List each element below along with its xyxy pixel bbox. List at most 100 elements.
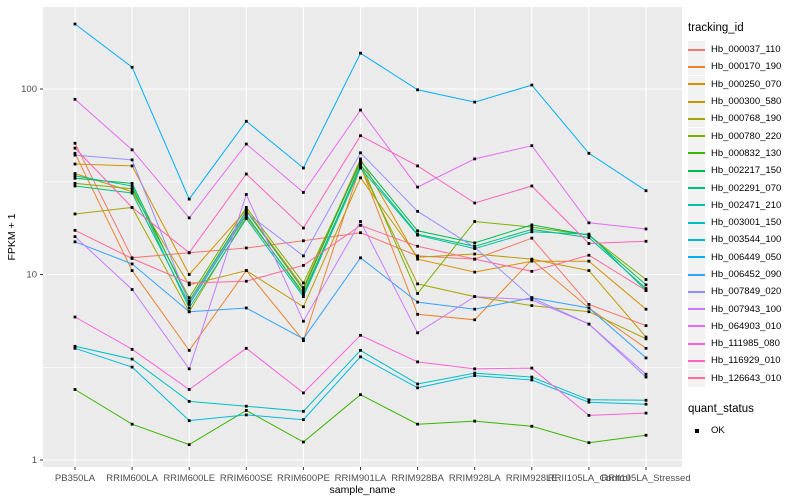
data-point: [302, 226, 305, 230]
legend-item-label: Hb_007849_020: [711, 286, 782, 298]
data-point: [587, 306, 591, 310]
data-point: [644, 335, 648, 339]
legend-key: [688, 231, 705, 249]
data-point: [473, 307, 477, 311]
data-point: [187, 273, 191, 276]
legend-key-line-icon: [688, 204, 705, 207]
y-tick-label: 1: [32, 455, 37, 466]
legend-item-label: Hb_000768_190: [711, 113, 782, 125]
data-point: [644, 289, 648, 292]
legend-item: Hb_002291_070: [688, 179, 781, 197]
data-point: [302, 288, 305, 291]
data-point: [359, 348, 362, 352]
data-point: [130, 187, 134, 191]
data-point: [416, 282, 419, 286]
data-point: [244, 346, 248, 350]
data-point: [73, 176, 77, 180]
legend-key: [688, 317, 705, 335]
x-tick-label: PB350LA: [55, 473, 96, 484]
data-point: [130, 357, 134, 361]
data-point: [530, 236, 534, 240]
legend-key: [688, 179, 705, 197]
data-point: [473, 374, 477, 378]
data-point: [473, 252, 477, 256]
data-point: [473, 371, 477, 375]
data-point: [302, 293, 305, 296]
data-point: [187, 310, 191, 314]
data-point: [644, 346, 648, 350]
legend-key: [688, 41, 705, 59]
legend-key-line-icon: [688, 238, 705, 241]
data-point: [359, 220, 362, 223]
legend-item-label: Hb_003001_150: [711, 217, 782, 229]
data-point: [530, 366, 534, 370]
data-point: [130, 269, 134, 272]
legend-item-label: Hb_006449_050: [711, 251, 782, 263]
legend-item-label: Hb_002471_210: [711, 199, 782, 211]
data-point: [530, 83, 534, 87]
legend-key: [688, 144, 705, 162]
data-point: [473, 220, 477, 223]
data-point: [130, 164, 134, 168]
data-point: [130, 205, 134, 209]
data-point: [587, 232, 591, 236]
legend-item: Hb_000300_580: [688, 93, 782, 111]
data-point: [130, 262, 134, 266]
data-point: [187, 388, 191, 391]
legend-key: [688, 58, 705, 76]
data-point: [416, 229, 419, 233]
data-point: [416, 382, 419, 386]
data-point: [244, 306, 248, 310]
data-point: [644, 402, 648, 406]
data-point: [530, 223, 534, 227]
data-point: [187, 443, 191, 447]
data-point: [473, 295, 477, 299]
data-point: [644, 324, 648, 328]
data-point: [359, 151, 362, 155]
y-axis-title: FPKM + 1: [6, 213, 18, 260]
data-point: [244, 142, 248, 146]
data-point: [587, 400, 591, 404]
data-point: [416, 244, 419, 248]
data-point: [244, 279, 248, 283]
data-point: [644, 398, 648, 402]
data-point: [244, 409, 248, 412]
legend-item-label: Hb_006452_090: [711, 269, 782, 280]
legend-key-line-icon: [688, 152, 705, 155]
data-point: [244, 119, 248, 123]
y-tick-label: 100: [21, 84, 37, 95]
data-point: [73, 228, 77, 232]
legend-item: Hb_000832_130: [688, 144, 781, 162]
quant-status-legend: quant_status OK: [688, 403, 781, 440]
data-point: [302, 418, 305, 422]
data-point: [473, 257, 477, 261]
data-point: [187, 348, 191, 352]
legend-item: Hb_064903_010: [688, 317, 781, 335]
data-point: [530, 424, 534, 428]
x-tick-label: RRIM928LA: [449, 473, 501, 484]
plot-panel: [43, 7, 682, 467]
data-point: [302, 191, 305, 194]
data-point: [302, 263, 305, 267]
data-point: [530, 259, 534, 263]
data-point: [73, 344, 77, 348]
data-point: [587, 151, 591, 155]
legend-item-label: Hb_000780_220: [711, 130, 782, 142]
legend-key-line-icon: [688, 65, 705, 68]
legend-item: Hb_002217_150: [688, 162, 781, 180]
data-point: [187, 306, 191, 310]
data-point: [359, 134, 362, 138]
data-point: [359, 51, 362, 55]
x-tick-label: RRIM600LE: [163, 473, 215, 484]
data-point: [473, 270, 477, 274]
data-point: [416, 360, 419, 364]
data-point: [644, 239, 648, 243]
legend-key-line-icon: [688, 187, 705, 190]
data-point: [416, 257, 419, 261]
data-point: [187, 197, 191, 201]
legend-key-line-icon: [688, 83, 705, 86]
data-point: [244, 269, 248, 272]
data-point: [302, 166, 305, 170]
data-point: [530, 304, 534, 307]
legend-item-label: Hb_000300_580: [711, 96, 782, 108]
